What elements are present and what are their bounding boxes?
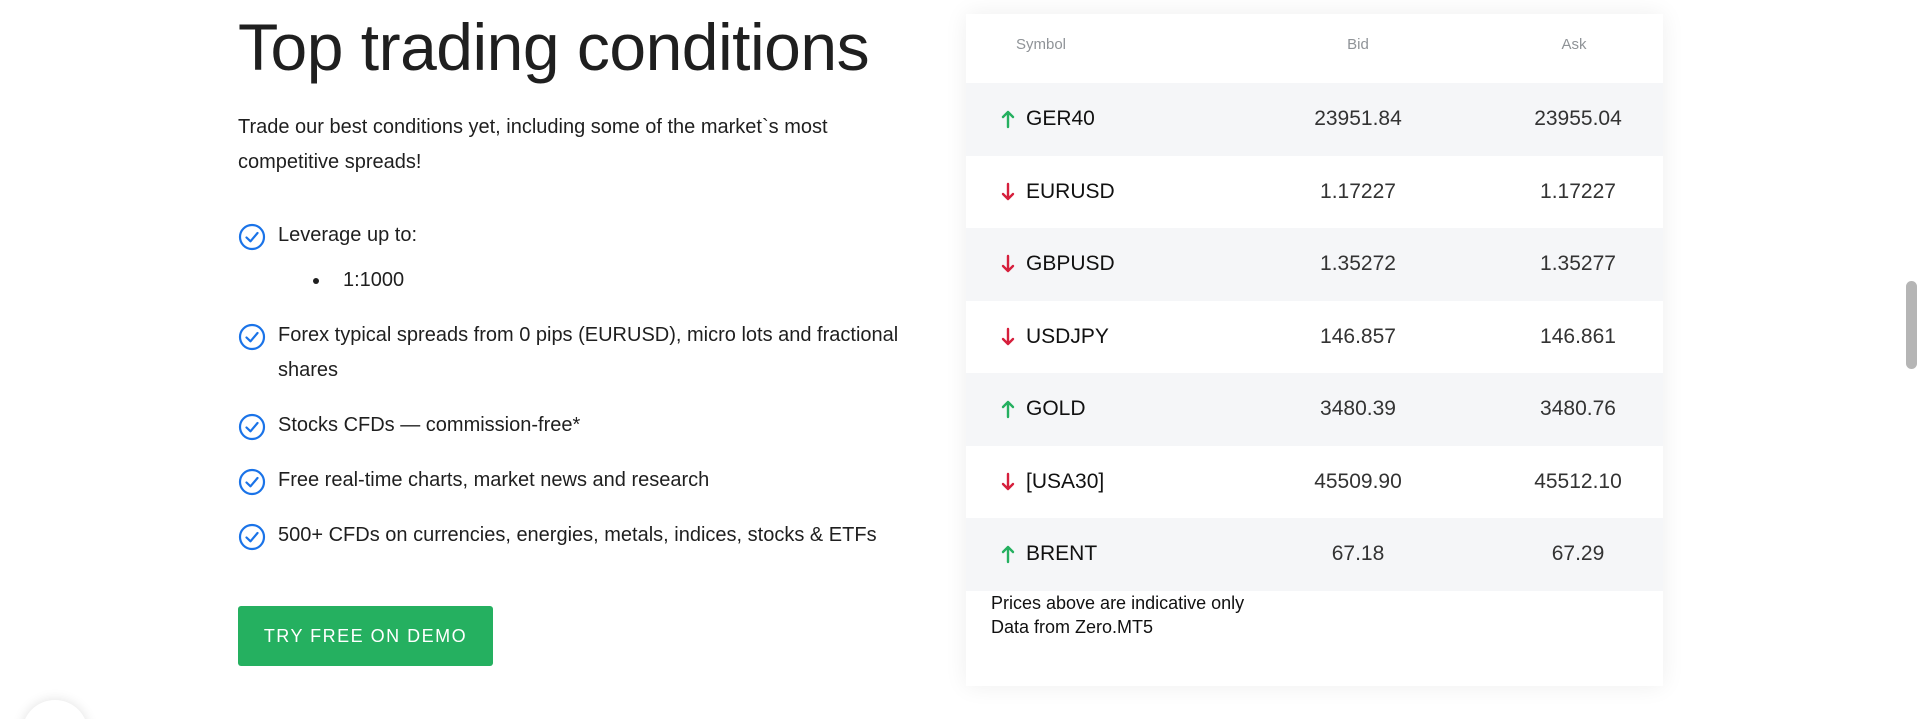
column-header-symbol: Symbol — [1016, 36, 1067, 53]
arrow-down-icon — [1001, 472, 1015, 490]
table-row[interactable]: BRENT 67.18 67.29 — [966, 518, 1663, 591]
check-circle-icon — [238, 223, 266, 251]
leverage-value-item: 1:1000 — [278, 263, 958, 298]
symbol-cell: [USA30] — [1026, 469, 1105, 493]
bullet-icon — [313, 278, 319, 284]
bid-cell: 1.35272 — [1320, 252, 1396, 275]
leverage-value: 1:1000 — [343, 269, 405, 291]
arrow-down-icon — [1001, 254, 1015, 273]
check-circle-icon — [238, 523, 266, 551]
chat-bubble-button[interactable] — [22, 700, 88, 719]
ask-cell: 23955.04 — [1534, 107, 1622, 130]
table-row[interactable]: USDJPY 146.857 146.861 — [966, 301, 1663, 374]
disclaimer-text: Prices above are indicative only — [991, 593, 1245, 613]
ask-cell: 146.861 — [1540, 324, 1616, 348]
symbol-cell: GBPUSD — [1026, 252, 1115, 275]
arrow-down-icon — [1001, 327, 1015, 345]
table-row[interactable]: GER40 23951.84 23955.04 — [966, 83, 1663, 156]
bid-cell: 1.17227 — [1320, 179, 1396, 203]
feature-list: Leverage up to: 1:1000 Forex typical spr… — [238, 218, 958, 573]
feature-stocks-text: Stocks CFDs — commission-free* — [278, 414, 581, 436]
feature-charts: Free real-time charts, market news and r… — [238, 463, 958, 518]
page-title: Top trading conditions — [238, 10, 870, 84]
scrollbar-thumb[interactable] — [1906, 281, 1917, 369]
arrow-down-icon — [1001, 182, 1015, 200]
column-header-bid: Bid — [1347, 36, 1369, 53]
bid-cell: 23951.84 — [1314, 107, 1402, 130]
feature-cfds: 500+ CFDs on currencies, energies, metal… — [238, 518, 958, 573]
leverage-sublist: 1:1000 — [278, 263, 958, 298]
arrow-up-icon — [1001, 110, 1015, 129]
symbol-cell: GER40 — [1026, 107, 1095, 130]
check-circle-icon — [238, 468, 266, 496]
table-row[interactable]: GOLD 3480.39 3480.76 — [966, 373, 1663, 446]
arrow-up-icon — [1001, 545, 1015, 564]
check-circle-icon — [238, 323, 266, 351]
bid-cell: 146.857 — [1320, 324, 1396, 348]
bid-cell: 45509.90 — [1314, 469, 1402, 493]
data-source-text: Data from Zero.MT5 — [991, 617, 1154, 637]
feature-cfds-text: 500+ CFDs on currencies, energies, metal… — [278, 524, 877, 546]
intro-text: Trade our best conditions yet, including… — [238, 116, 828, 173]
ask-cell: 67.29 — [1551, 542, 1605, 565]
feature-charts-text: Free real-time charts, market news and r… — [278, 469, 710, 491]
feature-spreads-text: Forex typical spreads from 0 pips (EURUS… — [278, 324, 899, 381]
check-circle-icon — [238, 413, 266, 441]
prices-table: Symbol Bid Ask GER40 23951.84 23955.04 E… — [966, 14, 1663, 686]
arrow-up-icon — [1001, 400, 1015, 419]
bid-cell: 67.18 — [1331, 542, 1385, 565]
ask-cell: 1.35277 — [1540, 252, 1616, 275]
feature-leverage-label: Leverage up to: — [278, 224, 417, 246]
feature-stocks: Stocks CFDs — commission-free* — [238, 408, 958, 463]
column-header-ask: Ask — [1561, 36, 1587, 53]
ask-cell: 45512.10 — [1534, 469, 1622, 493]
symbol-cell: EURUSD — [1026, 179, 1115, 203]
bid-cell: 3480.39 — [1320, 397, 1396, 420]
try-demo-button[interactable]: TRY FREE ON DEMO — [238, 606, 493, 666]
feature-spreads: Forex typical spreads from 0 pips (EURUS… — [238, 318, 958, 408]
ask-cell: 3480.76 — [1540, 397, 1616, 420]
table-row[interactable]: GBPUSD 1.35272 1.35277 — [966, 228, 1663, 301]
symbol-cell: GOLD — [1026, 397, 1086, 420]
symbol-cell: USDJPY — [1026, 324, 1109, 348]
symbol-cell: BRENT — [1026, 542, 1098, 565]
table-header: Symbol Bid Ask — [966, 14, 1663, 83]
table-row[interactable]: [USA30] 45509.90 45512.10 — [966, 446, 1663, 519]
feature-leverage: Leverage up to: 1:1000 — [238, 218, 958, 318]
table-row[interactable]: EURUSD 1.17227 1.17227 — [966, 156, 1663, 229]
table-footer-note: Prices above are indicative only Data fr… — [966, 591, 1663, 639]
ask-cell: 1.17227 — [1540, 179, 1616, 203]
